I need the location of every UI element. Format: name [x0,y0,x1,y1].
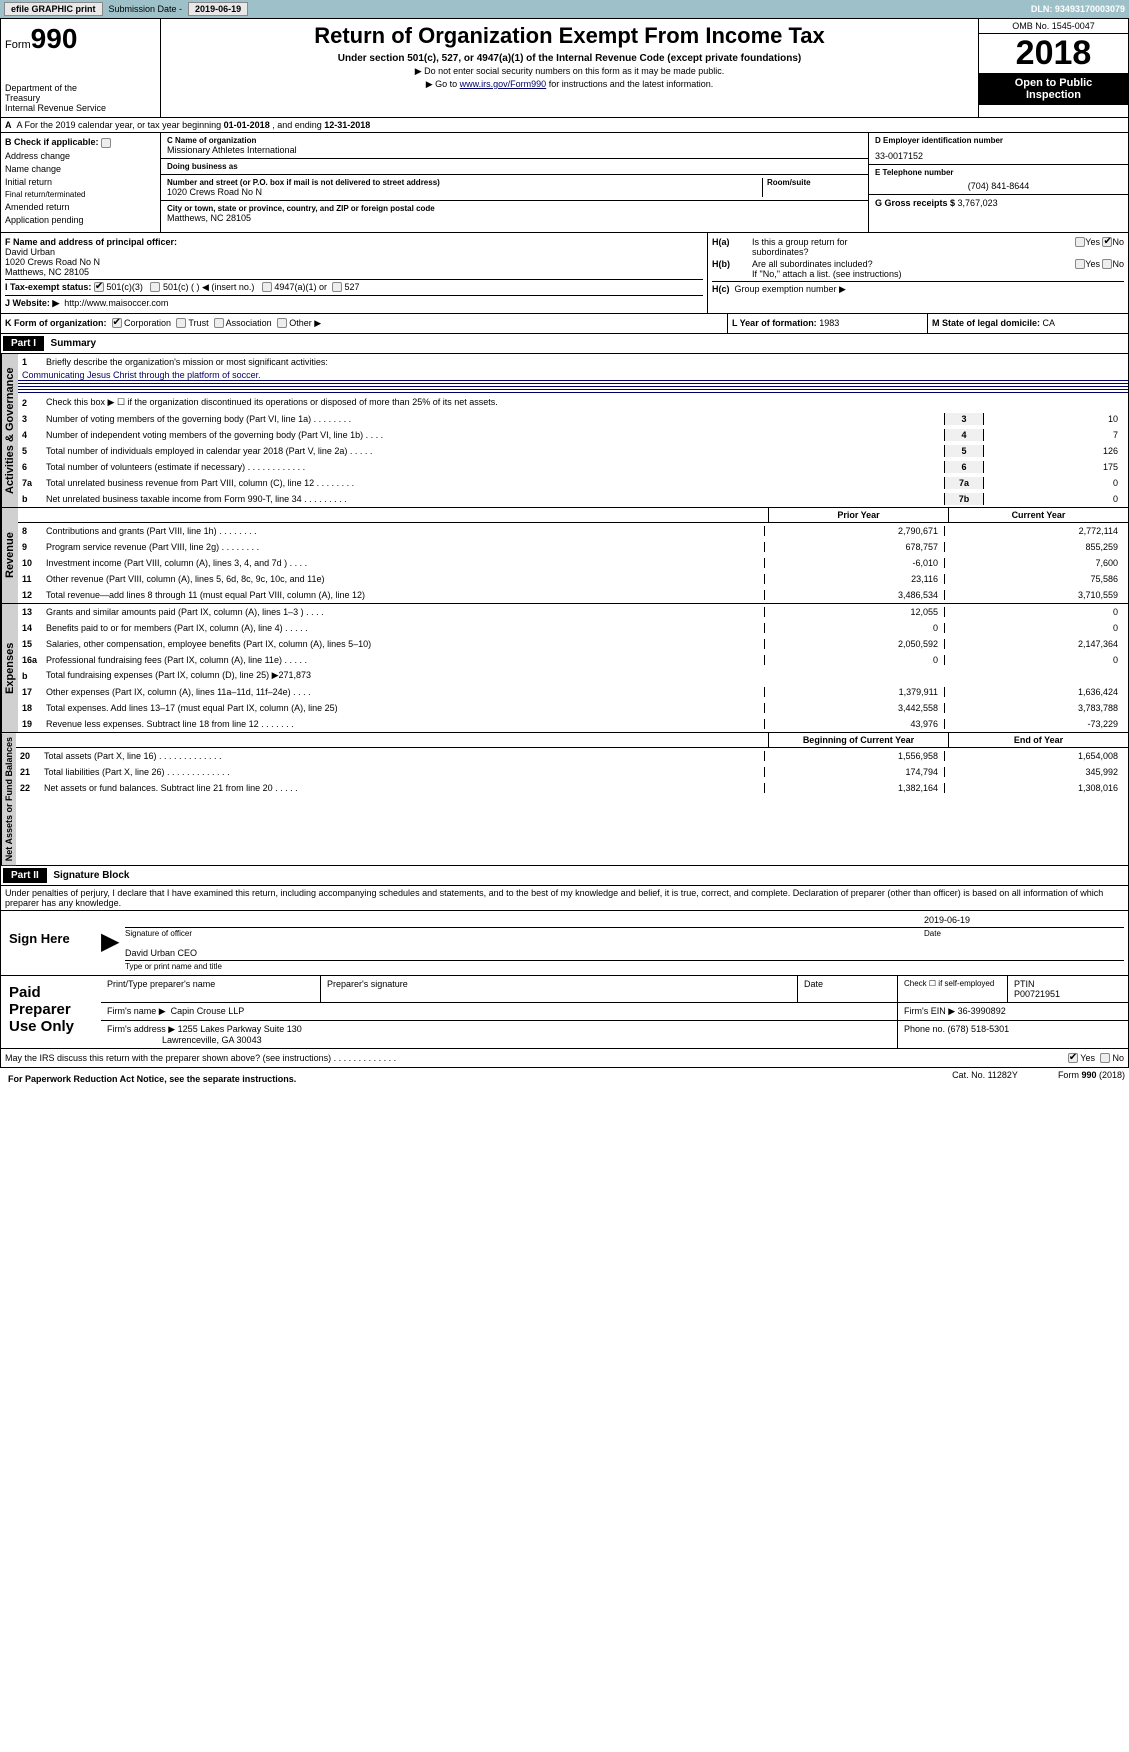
paid-preparer-section: Paid Preparer Use Only Print/Type prepar… [0,976,1129,1049]
omb-number: OMB No. 1545-0047 [979,19,1128,34]
mission-text: Communicating Jesus Christ through the p… [18,370,1128,381]
col-d-ein: D Employer identification number 33-0017… [868,133,1128,232]
city-state-zip: Matthews, NC 28105 [167,213,862,223]
form-title: Return of Organization Exempt From Incom… [165,23,974,49]
col-b-checkboxes: B Check if applicable: Address change Na… [1,133,161,232]
row-a: A A For the 2019 calendar year, or tax y… [0,118,1129,133]
main-info-grid: B Check if applicable: Address change Na… [0,133,1129,233]
form-note2: ▶ Go to www.irs.gov/Form990 for instruct… [165,79,974,90]
col-c-orginfo: C Name of organization Missionary Athlet… [161,133,868,232]
officer-name-title: David Urban CEO [125,948,1124,958]
sign-here-label: Sign Here [1,911,101,975]
dept-label: Department of the Treasury Internal Reve… [5,83,156,113]
part1-title: Summary [51,338,97,349]
subdate-label: Submission Date - [109,4,183,14]
revenue-section: Revenue Prior YearCurrent Year 8Contribu… [0,508,1129,604]
footer-discuss: May the IRS discuss this return with the… [0,1049,1129,1069]
street-address: 1020 Crews Road No N [167,187,762,197]
open-inspection: Open to PublicInspection [979,73,1128,105]
gross-receipts: 3,767,023 [958,198,998,208]
pra-notice: For Paperwork Reduction Act Notice, see … [4,1070,300,1088]
subdate-btn[interactable]: 2019-06-19 [188,2,248,16]
phone: (704) 841-8644 [875,181,1122,191]
form-subtitle: Under section 501(c), 527, or 4947(a)(1)… [165,53,974,64]
irs-link[interactable]: www.irs.gov/Form990 [460,79,547,89]
dln: DLN: 93493170003079 [1031,4,1125,14]
org-name: Missionary Athletes International [167,145,862,155]
form-number: Form990 [5,23,156,55]
sign-here-section: Sign Here ▶ 2019-06-19 Signature of offi… [0,911,1129,976]
expenses-label: Expenses [1,604,18,732]
revenue-label: Revenue [1,508,18,603]
row-klm: K Form of organization: Corporation Trus… [0,314,1129,334]
expenses-section: Expenses 13Grants and similar amounts pa… [0,604,1129,733]
netassets-section: Net Assets or Fund Balances Beginning of… [0,733,1129,866]
form-footer: Form 990 (2018) [1058,1070,1125,1088]
perjury-text: Under penalties of perjury, I declare th… [0,886,1129,911]
part1-header: Part I [3,336,44,351]
paid-label: Paid Preparer Use Only [1,976,101,1048]
part2-header: Part II [3,868,47,883]
firm-name: Capin Crouse LLP [171,1006,245,1016]
form-note1: ▶ Do not enter social security numbers o… [165,66,974,77]
row-fgh: F Name and address of principal officer:… [0,233,1129,314]
ein: 33-0017152 [875,151,1122,161]
tax-year: 2018 [979,34,1128,73]
cat-no: Cat. No. 11282Y [952,1070,1018,1088]
website: http://www.maisoccer.com [64,298,168,308]
part2-title: Signature Block [53,870,129,881]
efile-graphic-btn[interactable]: efile GRAPHIC print [4,2,103,16]
officer-name: David Urban [5,247,703,257]
netassets-label: Net Assets or Fund Balances [1,733,16,865]
form-header: Form990 Department of the Treasury Inter… [0,18,1129,118]
governance-label: Activities & Governance [1,354,18,507]
efile-bar: efile GRAPHIC print Submission Date - 20… [0,0,1129,18]
governance-section: Activities & Governance 1Briefly describ… [0,354,1129,508]
